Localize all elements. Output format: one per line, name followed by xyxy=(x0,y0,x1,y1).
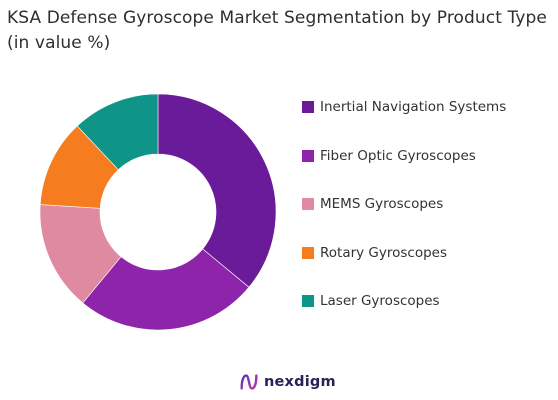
nexdigm-logo-icon xyxy=(240,374,258,390)
donut-slice-fiber-optic-gyroscopes xyxy=(82,248,250,331)
legend-item-mems-gyroscopes: MEMS Gyroscopes xyxy=(302,193,558,215)
legend-swatch xyxy=(302,198,314,210)
legend-item-laser-gyroscopes: Laser Gyroscopes xyxy=(302,290,558,312)
legend-swatch xyxy=(302,149,314,162)
legend-label: Rotary Gyroscopes xyxy=(320,244,448,261)
legend-item-rotary-gyroscopes: Rotary Gyroscopes xyxy=(302,242,558,264)
legend-item-fiber-optic-gyroscopes: Fiber Optic Gyroscopes xyxy=(302,145,558,167)
donut-slices xyxy=(39,93,277,331)
legend-label: Inertial Navigation Systems xyxy=(320,99,507,115)
chart-title: KSA Defense Gyroscope Market Segmentatio… xyxy=(7,8,547,53)
legend-swatch xyxy=(302,101,314,113)
legend-label: MEMS Gyroscopes xyxy=(320,196,444,212)
brand-logo: nexdigm xyxy=(238,371,336,393)
chart-legend: Inertial Navigation Systems Fiber Optic … xyxy=(302,96,558,339)
legend-label: Fiber Optic Gyroscopes xyxy=(320,147,476,164)
legend-label: Laser Gyroscopes xyxy=(320,293,440,309)
legend-swatch xyxy=(302,246,314,259)
legend-swatch xyxy=(302,295,314,307)
donut-slice-laser-gyroscopes xyxy=(76,93,159,171)
brand-name: nexdigm xyxy=(264,374,336,390)
donut-slice-inertial-navigation-systems xyxy=(157,93,277,288)
legend-item-inertial-navigation-systems: Inertial Navigation Systems xyxy=(302,96,558,118)
